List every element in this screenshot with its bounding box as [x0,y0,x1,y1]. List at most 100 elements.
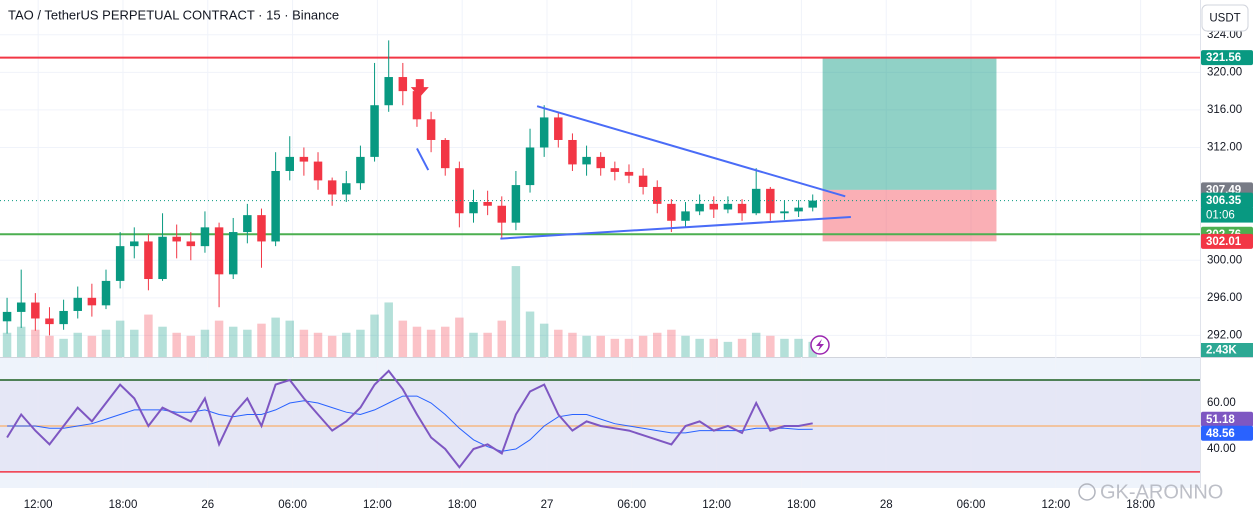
candle-body [200,227,210,247]
x-tick-label: 18:00 [787,499,816,511]
volume-bar [45,335,54,357]
volume-bar [59,338,68,357]
volume-bar [469,332,478,357]
x-tick-label: 27 [541,499,554,511]
price-badge [1201,50,1253,66]
candle-body [285,156,294,171]
candle-body [440,139,450,169]
candle-body [158,236,167,280]
candle-body [384,77,393,106]
volume-bar [624,338,634,357]
rsi-tick-label: 60.00 [1207,397,1236,409]
candle-body [723,203,733,210]
x-tick-label: 06:00 [957,499,986,511]
volume-bar [370,314,379,357]
rsi-badge [1201,425,1253,441]
volume-bar [228,326,238,357]
candle-body [73,297,82,311]
candle-body [313,161,323,181]
trendline [500,216,851,240]
volume-bar [73,332,82,357]
candle-body [144,241,153,280]
candle-body [539,117,549,148]
position-stop [822,189,997,242]
candle-body [667,203,676,221]
volume-bar [285,320,294,357]
x-tick-label: 12:00 [702,499,731,511]
volume-bar [200,329,210,357]
x-tick-label: 18:00 [448,499,477,511]
volume-bar [751,332,761,357]
volume-bar [483,332,492,357]
candle-body [412,91,422,120]
volume-bar [653,332,662,357]
candle-body [243,215,252,233]
candle-body [638,175,648,187]
candle-body [525,147,535,186]
volume-bar [144,314,153,357]
volume-bar [257,323,266,357]
volume-bar [356,329,365,357]
candle-body [31,302,40,319]
x-tick-label: 18:00 [109,499,138,511]
volume-bar [384,302,393,357]
candle-body [101,280,111,306]
candle-body [186,241,196,247]
volume-bar [737,338,747,357]
volume-bar [568,332,577,357]
volume-bar [271,317,280,357]
volume-bar [342,332,351,357]
rsi-line [6,369,813,469]
volume-bar [440,326,450,357]
volume-bar [2,332,12,357]
candle-body [653,186,662,204]
candle-body [426,119,436,140]
candle-body [356,156,365,184]
volume-bar [299,329,309,357]
countdown-badge [1201,207,1253,223]
candle-body [695,203,704,212]
candle-body [766,188,775,214]
volume-bar [214,320,224,357]
y-tick-label: 320.00 [1207,66,1242,78]
candle-body [398,77,408,92]
candle-body [469,201,478,214]
volume-bar [794,338,803,357]
currency-button[interactable] [1201,4,1249,32]
y-tick-label: 316.00 [1207,104,1242,116]
rsi-ma-line [7,395,813,452]
candle-body [299,156,309,162]
volume-bar [709,338,719,357]
volume-bar [681,335,690,357]
candle-body [271,170,280,242]
x-tick-label: 12:00 [1041,499,1070,511]
volume-bar [766,335,775,357]
volume-bar [695,338,704,357]
volume-bar [610,338,620,357]
currency-label[interactable]: USDT [1209,13,1240,25]
volume-bar [525,311,535,357]
price-badge-label: 302.01 [1206,236,1242,248]
volume-bar [412,326,422,357]
y-tick-label: 312.00 [1207,142,1242,154]
volume-bar [313,332,323,357]
volume-bar [638,335,648,357]
candle-body [511,185,521,223]
candle-body [214,227,224,275]
candle-body [737,203,747,214]
volume-bar [115,320,125,357]
y-tick-label: 292.00 [1207,329,1242,341]
volume-bar [158,326,167,357]
rsi-badge-label: 48.56 [1206,428,1235,440]
volume-bar [780,338,789,357]
candle-body [342,183,351,195]
x-tick-label: 26 [201,499,214,511]
candle-body [327,180,337,195]
volume-bar [539,323,549,357]
rsi-tick-label: 40.00 [1207,443,1236,455]
candle-body [709,203,719,210]
candle-body [497,205,507,223]
volume-bar [497,320,507,357]
rsi-badge [1201,411,1253,427]
candle-body [582,156,591,165]
